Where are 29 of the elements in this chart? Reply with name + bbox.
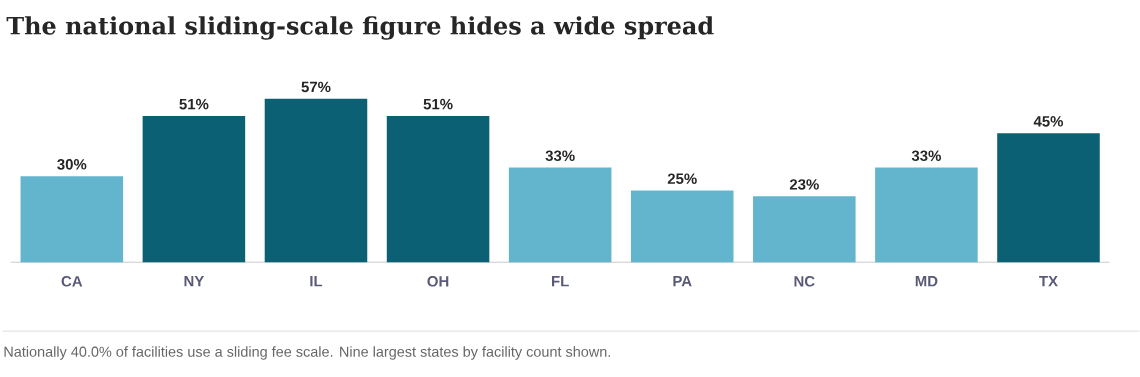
x-tick-label: IL — [310, 276, 323, 287]
data-label: 33% — [545, 150, 575, 162]
x-tick-label: MD — [915, 276, 938, 287]
data-label: 57% — [301, 81, 331, 93]
x-tick-label: OH — [427, 276, 449, 287]
bar — [264, 98, 368, 263]
bar — [753, 196, 856, 263]
x-tick-label: CA — [61, 276, 83, 287]
bar — [142, 115, 246, 263]
data-label: 30% — [57, 159, 87, 170]
bar — [875, 167, 978, 263]
x-tick-label: FL — [552, 276, 569, 287]
chart-title: The national sliding-scale figure hides a wide spread — [6, 16, 714, 40]
x-tick-label: PA — [673, 276, 692, 287]
bar — [630, 190, 734, 263]
data-label: 23% — [789, 179, 819, 190]
data-label: 45% — [1033, 116, 1064, 127]
x-tick-label: TX — [1039, 276, 1058, 287]
text: Nationally 40.0% of facilities use a sliding fee scale. Nine largest states by facility count shown. — [4, 346, 610, 360]
bar — [997, 133, 1100, 263]
bar — [20, 176, 124, 263]
x-tick-label: NY — [184, 276, 205, 287]
x-tick-label: NC — [794, 276, 815, 287]
data-label: 51% — [423, 98, 453, 110]
data-label: 25% — [667, 173, 697, 185]
data-label: 51% — [179, 98, 209, 110]
bar — [386, 115, 490, 263]
bar — [508, 167, 612, 263]
data-label: 33% — [911, 150, 941, 162]
